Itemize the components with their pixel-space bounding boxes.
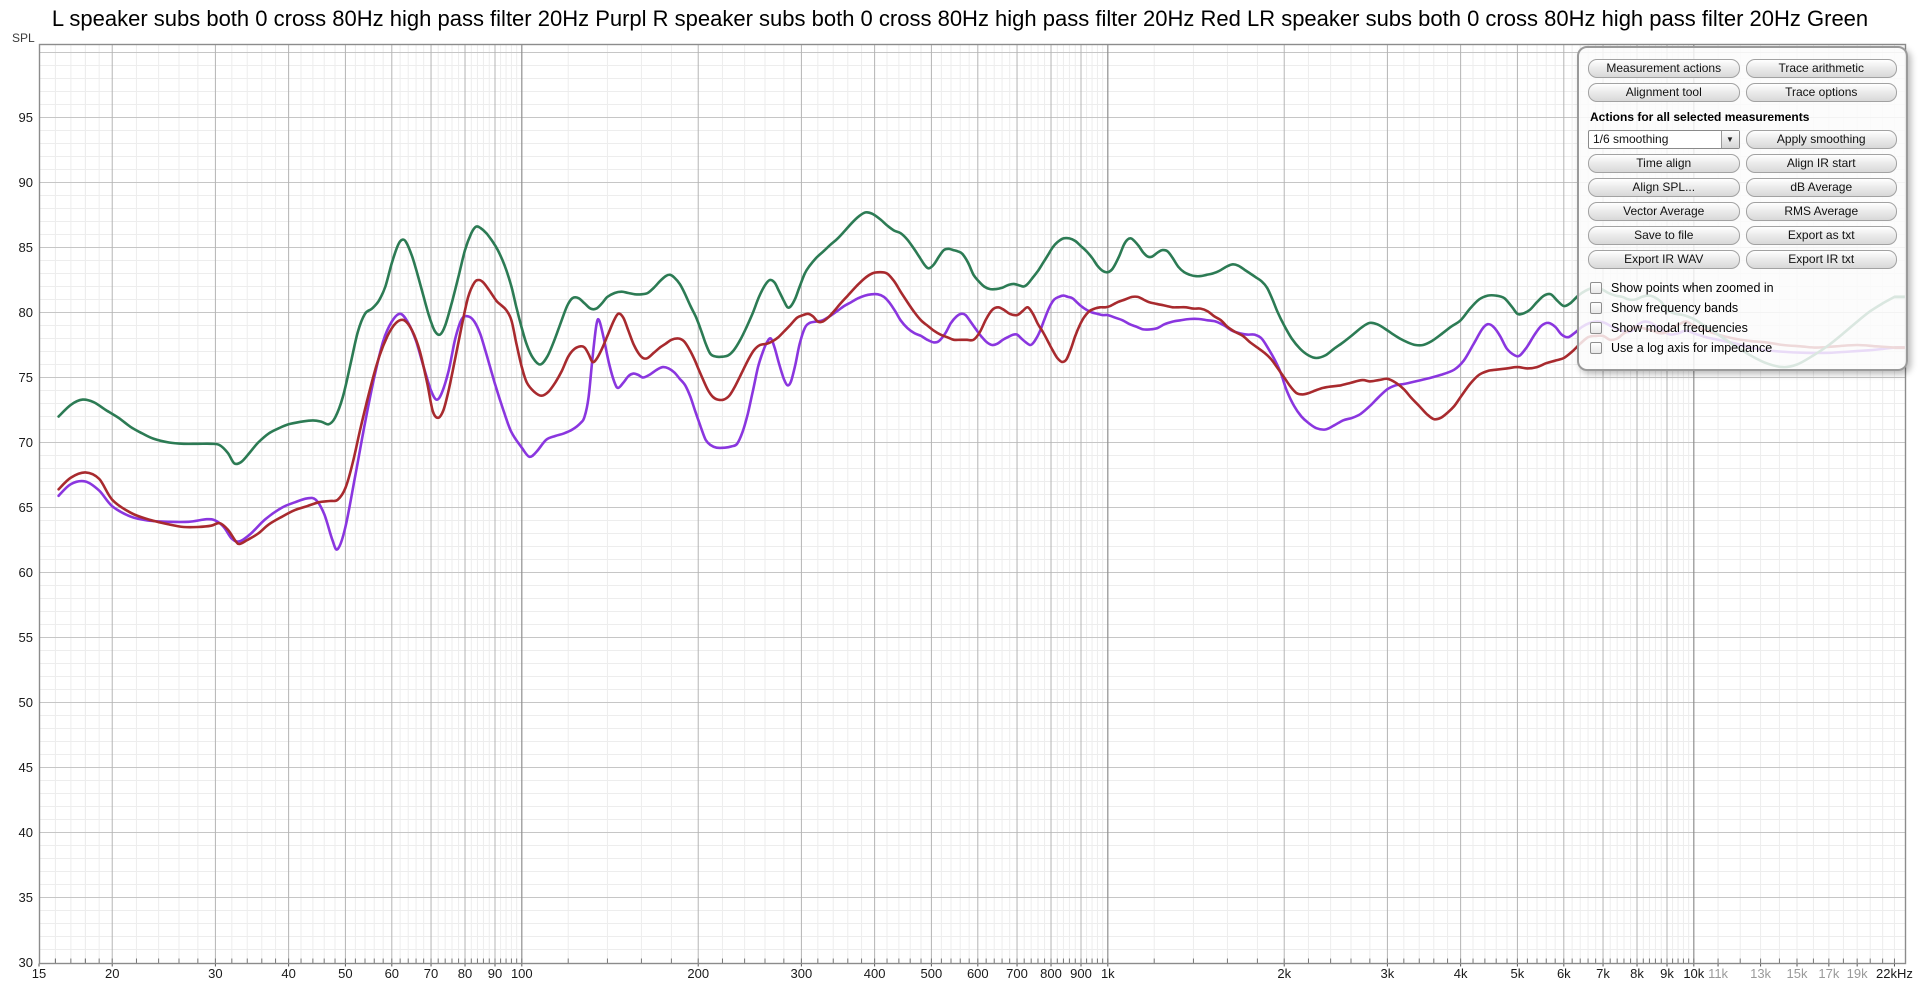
vector-average-button[interactable]: Vector Average [1588, 202, 1740, 221]
x-tick-label: 500 [921, 966, 943, 981]
db-average-button[interactable]: dB Average [1745, 178, 1897, 197]
x-tick-label: 8k [1630, 966, 1644, 981]
x-tick-label: 11k [1708, 966, 1728, 981]
y-tick-label: 75 [19, 370, 33, 385]
export-ir-txt-button[interactable]: Export IR txt [1745, 250, 1897, 269]
x-tick-label: 13k [1750, 966, 1771, 981]
trace-red[interactable] [57, 270, 1896, 546]
show-points-when-zoomed-in-checkbox[interactable] [1590, 282, 1602, 294]
x-tick-label: 200 [687, 966, 709, 981]
trace-green[interactable] [57, 210, 1896, 466]
show-frequency-bands-row: Show frequency bands [1588, 298, 1897, 318]
x-tick-label: 600 [967, 966, 989, 981]
x-tick-label: 2k [1277, 966, 1291, 981]
y-tick-label: 85 [19, 240, 33, 255]
rms-average-button[interactable]: RMS Average [1745, 202, 1897, 221]
x-tick-label: 800 [1040, 966, 1062, 981]
x-tick-label: 10k [1683, 966, 1704, 981]
x-tick-label: 3k [1381, 966, 1395, 981]
y-tick-label: 95 [19, 110, 33, 125]
show-modal-frequencies-checkbox[interactable] [1590, 322, 1602, 334]
export-ir-wav-button[interactable]: Export IR WAV [1588, 250, 1740, 269]
x-tick-label: 900 [1070, 966, 1092, 981]
y-tick-label: 55 [19, 630, 33, 645]
x-tick-label: 80 [458, 966, 472, 981]
panel-section-header: Actions for all selected measurements [1590, 110, 1810, 124]
show-points-when-zoomed-in-row: Show points when zoomed in [1588, 278, 1897, 298]
checkbox-label: Use a log axis for impedance [1611, 341, 1773, 355]
y-tick-label: 60 [19, 565, 33, 580]
y-tick-label: 50 [19, 695, 33, 710]
x-tick-label: 60 [385, 966, 399, 981]
checkbox-label: Show modal frequencies [1611, 321, 1748, 335]
measurement-traces [57, 210, 1896, 551]
x-axis-labels: 15 20 30 40 50 60 70 80 90 100 200 300 400 500 600 700 8… [32, 966, 1913, 981]
chart-title: L speaker subs both 0 cross 80Hz high pa… [51, 6, 1869, 31]
x-tick-label: 5k [1511, 966, 1525, 981]
smoothing-dropdown[interactable]: 1/6 smoothing ▼ [1588, 130, 1740, 149]
x-tick-label: 30 [208, 966, 222, 981]
plot-border [38, 43, 1907, 965]
x-tick-label: 700 [1006, 966, 1028, 981]
align-spl-button[interactable]: Align SPL... [1588, 178, 1740, 197]
checkbox-label: Show points when zoomed in [1611, 281, 1774, 295]
show-modal-frequencies-row: Show modal frequencies [1588, 318, 1897, 338]
gridlines-major [39, 44, 1906, 964]
x-tick-label: 4k [1454, 966, 1468, 981]
x-tick-label: 15k [1787, 966, 1808, 981]
x-tick-label: 7k [1596, 966, 1610, 981]
apply-smoothing-button[interactable]: Apply smoothing [1745, 130, 1897, 149]
y-tick-label: 65 [19, 500, 33, 515]
measurement-actions-panel: Measurement actions Trace arithmetic Align… [1577, 46, 1908, 371]
trace-purple[interactable] [57, 292, 1896, 551]
x-tick-label: 6k [1557, 966, 1571, 981]
smoothing-value: 1/6 smoothing [1593, 132, 1669, 146]
y-axis-labels: 95 90 85 80 75 70 65 60 55 50 45 40 35 30 [19, 110, 33, 970]
y-tick-label: 30 [19, 955, 33, 970]
y-tick-label: 35 [19, 890, 33, 905]
y-tick-label: 90 [19, 175, 33, 190]
time-align-button[interactable]: Time align [1588, 154, 1740, 173]
align-ir-start-button[interactable]: Align IR start [1745, 154, 1897, 173]
y-tick-label: 45 [19, 760, 33, 775]
use-a-log-axis-for-impedance-row: Use a log axis for impedance [1588, 338, 1897, 358]
x-tick-label: 17k [1818, 966, 1839, 981]
x-tick-label: 9k [1660, 966, 1674, 981]
checkbox-label: Show frequency bands [1611, 301, 1739, 315]
x-tick-label: 20 [105, 966, 119, 981]
dropdown-arrow-icon[interactable]: ▼ [1720, 131, 1739, 148]
show-frequency-bands-checkbox[interactable] [1590, 302, 1602, 314]
trace-arithmetic-button[interactable]: Trace arithmetic [1745, 59, 1897, 78]
x-tick-label: 400 [864, 966, 886, 981]
y-tick-label: 40 [19, 825, 33, 840]
y-tick-label: 80 [19, 305, 33, 320]
use-a-log-axis-for-impedance-checkbox[interactable] [1590, 342, 1602, 354]
x-tick-label: 1k [1101, 966, 1115, 981]
x-tick-label: 15 [32, 966, 46, 981]
y-tick-label: 70 [19, 435, 33, 450]
x-tick-label: 300 [791, 966, 813, 981]
spl-axis-label: SPL [12, 31, 35, 45]
x-tick-label: 90 [488, 966, 502, 981]
x-tick-label: 22kHz [1876, 966, 1913, 981]
measurement-actions-button[interactable]: Measurement actions [1588, 59, 1740, 78]
x-tick-label: 40 [281, 966, 295, 981]
x-tick-label: 70 [424, 966, 438, 981]
x-tick-label: 19k [1847, 966, 1868, 981]
x-tick-label: 50 [338, 966, 352, 981]
save-to-file-button[interactable]: Save to file [1588, 226, 1740, 245]
export-as-txt-button[interactable]: Export as txt [1745, 226, 1897, 245]
alignment-tool-button[interactable]: Alignment tool [1588, 83, 1740, 102]
trace-options-button[interactable]: Trace options [1745, 83, 1897, 102]
x-tick-label: 100 [511, 966, 533, 981]
